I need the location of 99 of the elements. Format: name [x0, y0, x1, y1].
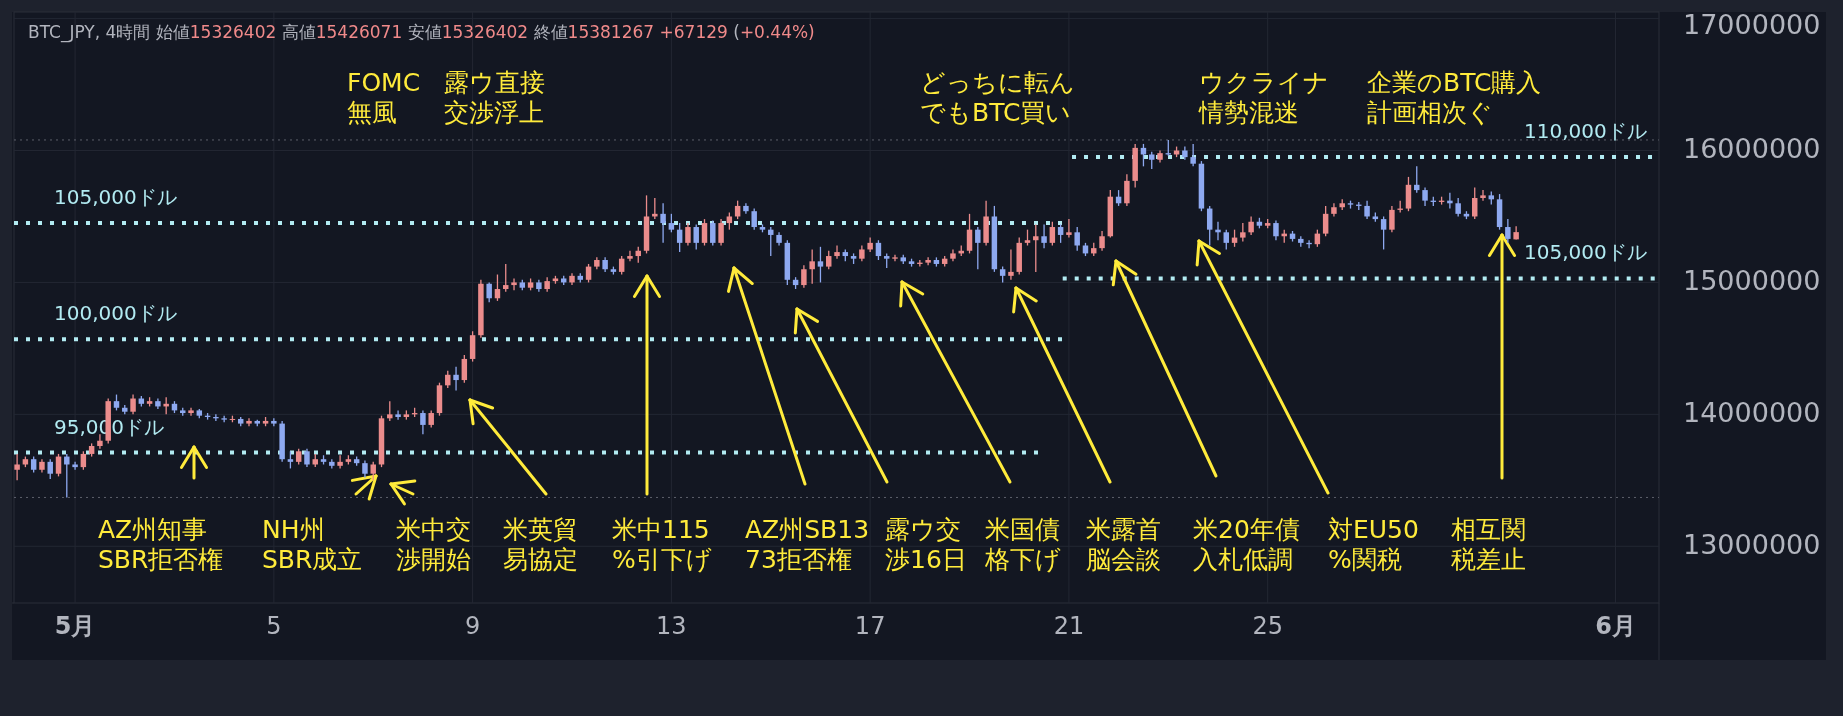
candlestick	[337, 454, 343, 470]
annotation: NH州 SBR成立	[262, 515, 363, 574]
candlestick	[1322, 205, 1329, 237]
candlestick	[1273, 219, 1279, 241]
annotation: 露ウ交渉16日	[885, 515, 967, 574]
candlestick	[47, 458, 53, 480]
chart-title: BTC_JPY, 4時間 始値15326402 高値15426071 安値15326402 終値15381267 +67129 (+0.44%)	[28, 22, 815, 42]
annotation: ウクライナ情勢混迷	[1198, 68, 1329, 127]
candlestick	[1041, 223, 1047, 249]
x-tick-label: 6月	[1595, 612, 1636, 640]
y-tick-label: 15000000	[1683, 264, 1821, 296]
candlestick	[304, 448, 310, 468]
candlestick	[1066, 218, 1072, 239]
candlestick	[1049, 221, 1056, 247]
y-tick-label: 17000000	[1683, 8, 1821, 40]
candlestick	[809, 248, 815, 285]
series-label: 105,000ドル	[1524, 240, 1647, 265]
candlestick	[1074, 226, 1080, 252]
annotation: 米20年債入札低調	[1193, 515, 1300, 574]
annotation: 対EU50 %関税	[1328, 515, 1419, 574]
annotation: 米英貿易協定	[503, 515, 578, 574]
candlestick	[1190, 143, 1196, 167]
candlestick	[826, 250, 832, 270]
candlestick	[710, 219, 716, 247]
candlestick	[975, 226, 981, 270]
candlestick	[693, 223, 699, 251]
candlestick	[585, 263, 592, 284]
candlestick	[486, 281, 492, 303]
candlestick	[668, 213, 675, 233]
candlestick	[494, 273, 501, 302]
candlestick	[503, 263, 509, 293]
candlestick	[1057, 223, 1064, 244]
x-tick-label: 5月	[54, 612, 96, 640]
candlestick	[80, 450, 87, 471]
candlestick	[395, 409, 401, 421]
candlestick	[1405, 176, 1412, 212]
candlestick	[627, 250, 633, 262]
annotation: 露ウ直接交渉浮上	[444, 68, 545, 127]
candlestick	[875, 239, 882, 261]
candlestick	[1455, 197, 1461, 218]
series-label: 105,000ドル	[54, 185, 177, 210]
candlestick	[453, 366, 459, 392]
candlestick	[1206, 205, 1213, 247]
annotation: 米中交渉開始	[396, 515, 471, 574]
x-tick-label: 13	[656, 612, 687, 640]
candlestick	[130, 393, 136, 415]
candlestick	[511, 277, 517, 291]
candlestick	[676, 222, 683, 253]
y-tick-label: 16000000	[1683, 133, 1821, 165]
candlestick	[718, 218, 724, 247]
candlestick	[64, 453, 70, 499]
candlestick	[14, 453, 20, 481]
candlestick	[1240, 222, 1246, 243]
annotation: 米国債格下げ	[984, 515, 1061, 574]
candlestick	[1223, 229, 1230, 251]
candlestick	[966, 213, 973, 255]
candlestick	[1364, 200, 1370, 220]
candlestick	[1099, 230, 1105, 252]
candlestick	[751, 207, 757, 231]
candlestick	[618, 255, 625, 276]
candlestick	[817, 246, 824, 284]
candlestick	[801, 264, 807, 289]
annotation: AZ州知事 SBR拒否権	[98, 515, 224, 574]
annotation: FOMC 無風	[347, 68, 421, 127]
candlestick	[1389, 205, 1395, 233]
y-tick-label: 13000000	[1683, 528, 1821, 560]
annotation: どっちに転んでもBTC買い	[920, 68, 1075, 127]
annotation: AZ州SB1373拒否権	[745, 515, 870, 574]
y-tick-label: 14000000	[1683, 396, 1821, 428]
candlestick	[701, 218, 708, 247]
candlestick	[1248, 215, 1254, 236]
candlestick	[1033, 223, 1039, 273]
candlestick	[685, 222, 691, 247]
candlestick	[420, 409, 426, 435]
x-tick-label: 9	[464, 612, 481, 640]
candlestick	[461, 354, 468, 384]
candlestick	[55, 453, 62, 478]
candlestick	[72, 461, 78, 471]
annotation: 相互関税差止	[1451, 515, 1526, 574]
candlestick	[1505, 218, 1511, 244]
x-tick-label: 5	[266, 612, 282, 640]
candlestick	[387, 400, 393, 422]
x-tick-label: 17	[854, 612, 886, 640]
candlestick	[1124, 173, 1130, 207]
annotation: 米露首脳会談	[1086, 515, 1161, 574]
candlestick	[925, 256, 931, 266]
x-tick-label: 25	[1252, 612, 1283, 640]
candlestick	[1008, 248, 1014, 281]
candlestick	[1422, 186, 1428, 207]
candlestick	[246, 417, 252, 427]
candlestick	[469, 330, 476, 363]
candlestick	[1480, 189, 1486, 202]
candlestick	[188, 407, 194, 417]
annotation: 米中115 %引下げ	[612, 515, 718, 574]
x-tick-label: 21	[1053, 612, 1085, 640]
candlestick	[660, 202, 666, 244]
candlestick	[1380, 215, 1387, 251]
series-label: 100,000ドル	[54, 301, 177, 326]
candlestick	[834, 244, 840, 260]
